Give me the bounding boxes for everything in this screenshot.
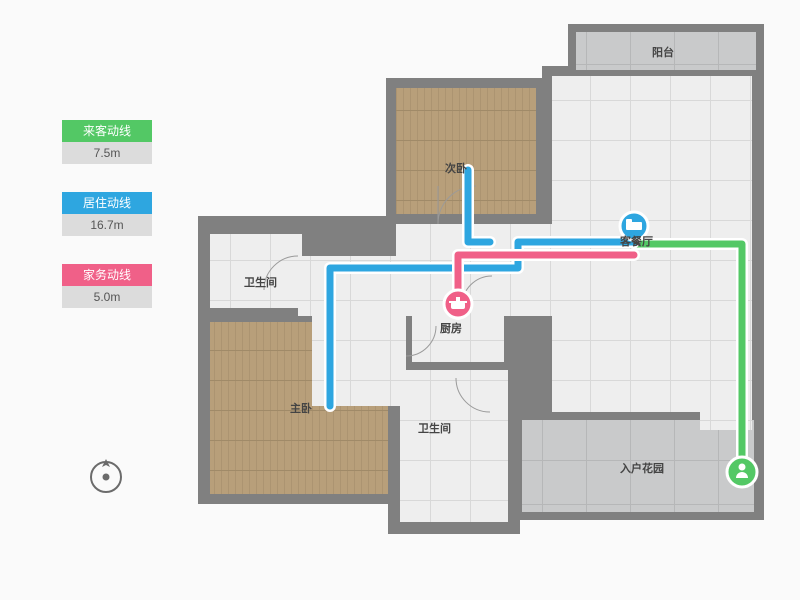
person-icon (727, 457, 757, 487)
legend-value: 16.7m (62, 214, 152, 236)
legend: 来客动线 7.5m 居住动线 16.7m 家务动线 5.0m (62, 120, 152, 336)
room-bath2 (400, 370, 508, 522)
legend-label: 来客动线 (62, 120, 152, 142)
compass-icon (84, 455, 128, 504)
room-bath1 (210, 234, 302, 308)
label-living: 客餐厅 (620, 233, 653, 249)
label-kitchen: 厨房 (440, 320, 462, 336)
legend-label: 居住动线 (62, 192, 152, 214)
legend-item-chores: 家务动线 5.0m (62, 264, 152, 308)
pot-icon (444, 290, 472, 318)
legend-item-living: 居住动线 16.7m (62, 192, 152, 236)
label-garden: 入户花园 (620, 460, 664, 476)
label-bath1: 卫生间 (244, 274, 277, 290)
legend-item-guest: 来客动线 7.5m (62, 120, 152, 164)
label-second-bedroom: 次卧 (445, 160, 467, 176)
legend-label: 家务动线 (62, 264, 152, 286)
label-balcony: 阳台 (652, 44, 674, 60)
floorplan: 阳台 次卧 客餐厅 卫生间 厨房 主卧 卫生间 入户花园 (190, 20, 770, 550)
label-bath2: 卫生间 (418, 420, 451, 436)
legend-value: 7.5m (62, 142, 152, 164)
legend-value: 5.0m (62, 286, 152, 308)
label-master-bedroom: 主卧 (290, 400, 312, 416)
